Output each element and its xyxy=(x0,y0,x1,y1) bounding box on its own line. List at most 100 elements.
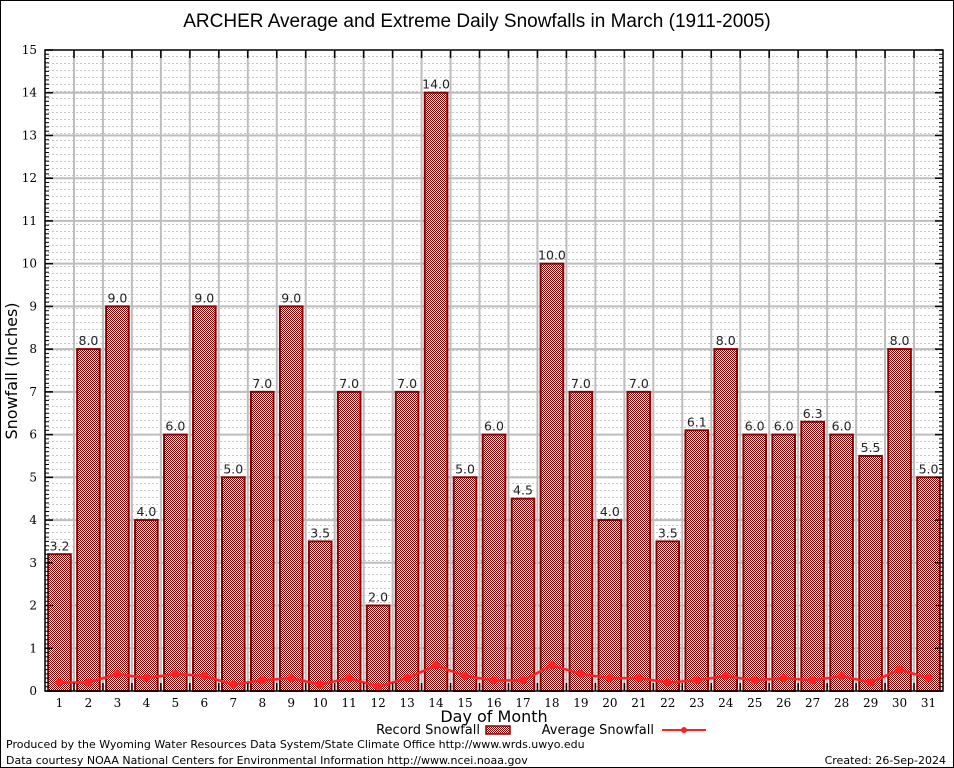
y-tick-label: 7 xyxy=(29,385,37,399)
point-average-snowfall xyxy=(808,676,817,685)
y-tick-label: 0 xyxy=(29,684,37,698)
x-tick-label: 21 xyxy=(631,696,646,710)
legend-label-record: Record Snowfall xyxy=(376,723,480,738)
point-average-snowfall xyxy=(721,672,730,681)
data-label: 3.5 xyxy=(658,525,678,540)
x-tick-label: 16 xyxy=(486,696,501,710)
point-average-snowfall xyxy=(113,669,122,678)
bar-record-snowfall xyxy=(742,433,768,692)
x-tick-label: 17 xyxy=(515,696,530,710)
y-tick-label: 3 xyxy=(29,556,37,570)
x-tick-label: 4 xyxy=(143,696,151,710)
y-tick-label: 8 xyxy=(29,342,37,356)
data-label: 7.0 xyxy=(252,376,272,391)
bar-record-snowfall xyxy=(394,390,420,692)
bar-record-snowfall xyxy=(626,390,652,692)
data-label: 6.0 xyxy=(484,419,504,434)
point-average-snowfall xyxy=(461,672,470,681)
x-tick-label: 12 xyxy=(370,696,385,710)
x-tick-label: 30 xyxy=(892,696,907,710)
bar-record-snowfall xyxy=(684,429,710,692)
bar-record-snowfall xyxy=(829,433,854,692)
point-average-snowfall xyxy=(837,672,846,681)
bar-record-snowfall xyxy=(771,433,796,692)
data-label: 5.5 xyxy=(861,440,881,455)
data-label: 5.0 xyxy=(223,461,243,476)
bar-record-snowfall xyxy=(192,305,217,692)
footer-created: Created: 26-Sep-2024 xyxy=(825,754,946,767)
y-tick-label: 6 xyxy=(29,428,37,442)
data-label: 9.0 xyxy=(281,290,301,305)
bar-record-snowfall xyxy=(220,476,246,693)
point-average-snowfall xyxy=(866,678,875,687)
x-tick-label: 31 xyxy=(921,696,936,710)
bar-record-snowfall xyxy=(916,476,941,693)
data-label: 8.0 xyxy=(79,333,99,348)
x-tick-label: 10 xyxy=(313,696,328,710)
y-tick-label: 5 xyxy=(29,470,37,484)
point-average-snowfall xyxy=(518,676,527,685)
point-average-snowfall xyxy=(490,676,498,685)
legend-marker-average xyxy=(681,727,687,733)
data-label: 7.0 xyxy=(629,376,649,391)
point-average-snowfall xyxy=(374,682,383,691)
x-tick-label: 9 xyxy=(287,696,295,710)
data-label: 9.0 xyxy=(194,290,214,305)
data-label: 3.5 xyxy=(310,525,330,540)
data-label: 3.2 xyxy=(50,538,70,553)
x-tick-label: 24 xyxy=(718,696,734,710)
point-average-snowfall xyxy=(547,661,556,670)
x-tick-label: 11 xyxy=(342,696,357,710)
point-average-snowfall xyxy=(229,680,238,689)
bar-record-snowfall xyxy=(887,348,912,692)
y-tick-label: 4 xyxy=(29,513,37,527)
x-tick-label: 27 xyxy=(805,696,820,710)
bar-record-snowfall xyxy=(134,519,159,692)
bar-record-snowfall xyxy=(47,553,72,693)
y-tick-label: 10 xyxy=(22,257,37,271)
bar-record-snowfall xyxy=(365,604,391,692)
y-tick-label: 1 xyxy=(29,641,37,655)
bar-record-snowfall xyxy=(278,305,304,692)
point-average-snowfall xyxy=(605,674,614,683)
x-tick-label: 7 xyxy=(229,696,237,710)
bar-record-snowfall xyxy=(481,433,507,692)
point-average-snowfall xyxy=(663,678,672,687)
point-average-snowfall xyxy=(403,674,412,683)
x-tick-label: 22 xyxy=(660,696,675,710)
chart-title: ARCHER Average and Extreme Daily Snowfal… xyxy=(183,11,771,32)
point-average-snowfall xyxy=(287,674,296,683)
data-label: 5.0 xyxy=(455,461,475,476)
point-average-snowfall xyxy=(895,665,904,674)
bar-record-snowfall xyxy=(76,348,101,692)
x-tick-label: 15 xyxy=(457,696,472,710)
data-label: 4.5 xyxy=(513,483,533,498)
point-average-snowfall xyxy=(779,674,788,683)
x-tick-label: 5 xyxy=(172,696,180,710)
data-label: 14.0 xyxy=(422,77,450,92)
data-label: 9.0 xyxy=(107,290,127,305)
bar-record-snowfall xyxy=(307,540,333,693)
point-average-snowfall xyxy=(345,674,354,683)
data-label: 10.0 xyxy=(538,248,566,263)
data-label: 6.3 xyxy=(803,406,823,421)
y-tick-label: 9 xyxy=(29,299,37,313)
point-average-snowfall xyxy=(692,676,701,685)
point-average-snowfall xyxy=(142,674,151,683)
bar-record-snowfall xyxy=(800,420,825,692)
data-label: 6.1 xyxy=(687,414,707,429)
data-label: 6.0 xyxy=(745,419,765,434)
bar-record-snowfall xyxy=(423,91,449,692)
data-label: 4.0 xyxy=(136,504,156,519)
y-axis-label: Snowfall (Inches) xyxy=(2,302,21,439)
data-label: 2.0 xyxy=(368,590,388,605)
x-axis-label: Day of Month xyxy=(440,707,547,726)
x-tick-label: 1 xyxy=(56,696,64,710)
data-label: 8.0 xyxy=(890,333,910,348)
x-tick-label: 23 xyxy=(689,696,704,710)
point-average-snowfall xyxy=(576,669,585,678)
plot-area: 3.2 8.0 9.0 4.0 6.0 9.0 5.0 7.0 9.0 3.5 7.0 2.0 7.0 1… xyxy=(22,43,944,710)
point-average-snowfall xyxy=(432,661,441,670)
point-average-snowfall xyxy=(750,676,759,685)
